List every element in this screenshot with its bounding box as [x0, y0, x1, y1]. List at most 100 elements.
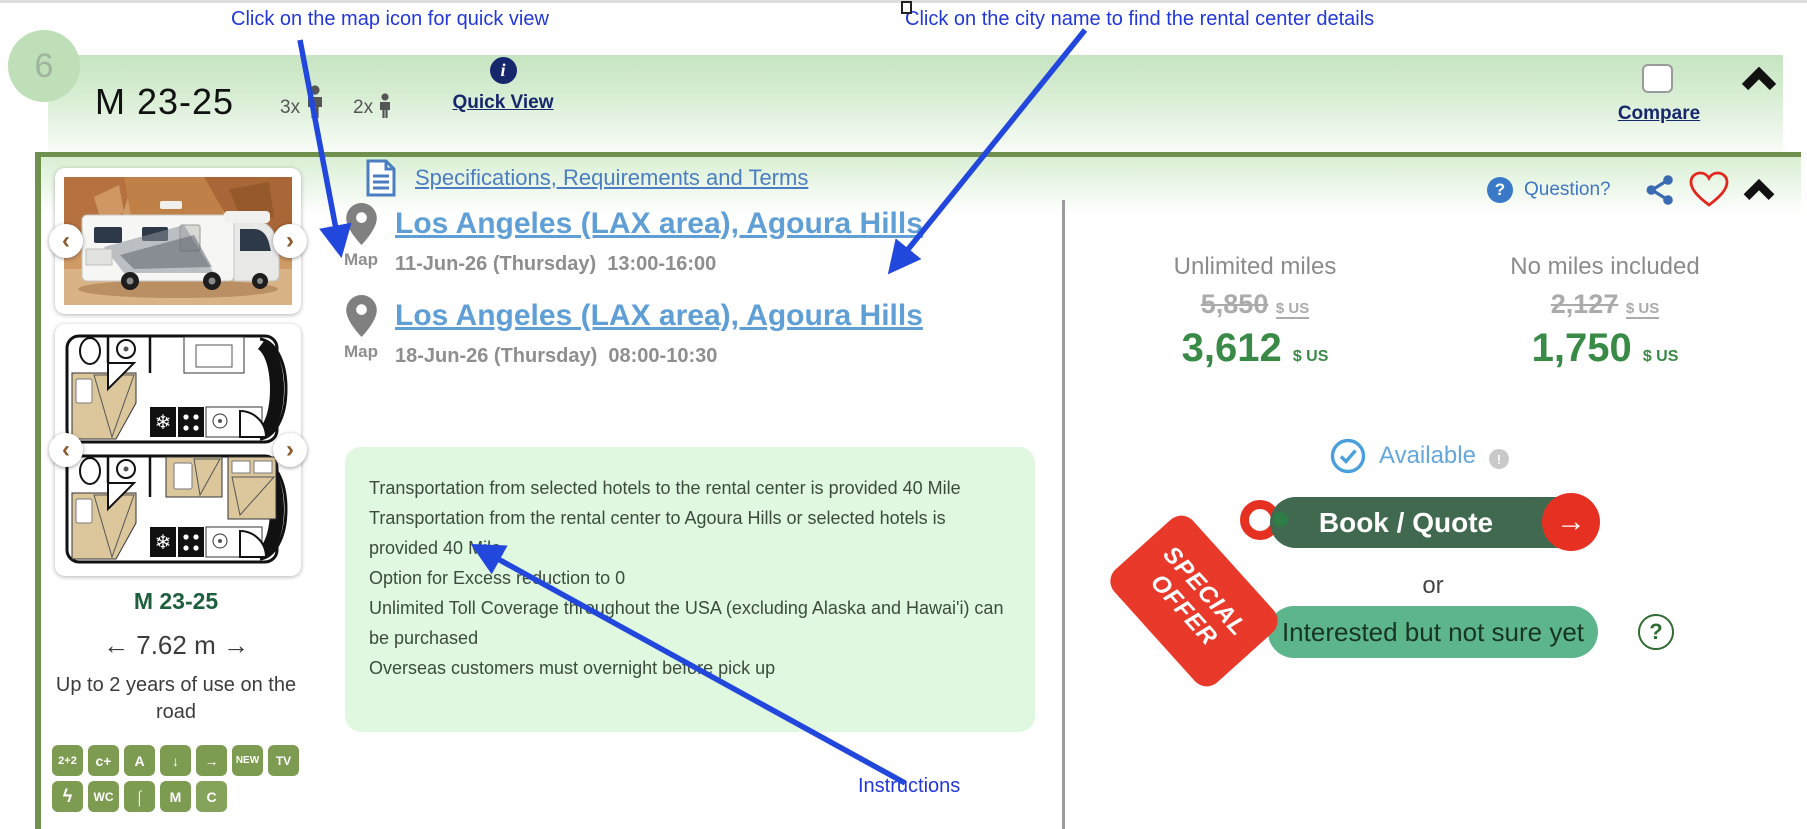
- interested-button[interactable]: Interested but not sure yet: [1268, 606, 1598, 658]
- favorite-heart-icon[interactable]: [1687, 170, 1731, 210]
- floorplan-day: ❄: [65, 334, 288, 444]
- offer-tag-pin-dot: [1273, 512, 1288, 527]
- column-divider: [1062, 200, 1065, 829]
- old-price-value: 5,850: [1200, 289, 1269, 319]
- current-price-currency: $ US: [1292, 348, 1329, 365]
- document-icon: [366, 159, 396, 197]
- photo-next-arrow[interactable]: ›: [273, 224, 307, 258]
- availability-info-icon[interactable]: !: [1488, 449, 1509, 469]
- question-link[interactable]: Question?: [1524, 179, 1611, 200]
- child-person-icon: [380, 93, 391, 118]
- info-icon[interactable]: i: [489, 57, 517, 84]
- quick-view-link[interactable]: Quick View: [452, 92, 554, 113]
- price-label: No miles included: [1510, 253, 1700, 280]
- model-name-label: M 23-25: [133, 588, 219, 614]
- dropoff-map-pin-icon[interactable]: [345, 295, 377, 337]
- model-m-icon: M: [160, 781, 191, 812]
- pickup-map-block[interactable]: Map: [343, 203, 379, 270]
- old-price: 2,127 $ US: [1430, 289, 1780, 320]
- new-vehicle-icon: NEW: [232, 745, 263, 776]
- awning-icon: A: [124, 745, 155, 776]
- price-grid: Unlimited miles 5,850 $ US 3,612 $ US No…: [1080, 253, 1780, 371]
- compare-checkbox[interactable]: [1642, 64, 1673, 93]
- floorplan-prev-arrow[interactable]: ‹: [49, 433, 83, 467]
- length-arrow-right-icon: →: [222, 630, 249, 660]
- vehicle-age-note: Up to 2 years of use on the road: [55, 674, 297, 723]
- note-line: Unlimited Toll Coverage throughout the U…: [369, 598, 1004, 648]
- dropoff-datetime: 18-Jun-26 (Thursday) 08:00-10:30: [395, 345, 718, 367]
- question-icon[interactable]: ?: [1487, 177, 1513, 203]
- tv-icon: TV: [268, 745, 299, 776]
- current-price-value: 1,750: [1531, 326, 1632, 370]
- pickup-map-pin-icon[interactable]: [345, 203, 377, 245]
- dropoff-map-label[interactable]: Map: [344, 342, 378, 361]
- book-arrow-icon: →: [1542, 493, 1600, 551]
- note-line: Option for Excess reduction to 0: [369, 568, 626, 588]
- old-price-currency: $ US: [1625, 300, 1660, 319]
- sleeps-2-plus-2-icon: 2+2: [52, 745, 83, 776]
- dropoff-map-block[interactable]: Map: [343, 295, 379, 362]
- current-price-value: 3,612: [1181, 326, 1282, 370]
- spec-link-row: Specifications, Requirements and Terms: [365, 158, 808, 198]
- svg-text:❄: ❄: [155, 412, 172, 434]
- children-count-label: 2x: [353, 97, 374, 118]
- floorplan-night: ❄: [65, 454, 288, 564]
- length-value: 7.62 m: [136, 630, 216, 660]
- shower-icon: ⌠: [124, 781, 155, 812]
- wc-icon: WC: [88, 781, 119, 812]
- card-collapse-chevron-icon[interactable]: [1742, 179, 1776, 201]
- class-c-icon: C: [196, 781, 227, 812]
- capacity-children: 2x: [353, 93, 393, 119]
- one-way-rental-icon: →: [196, 745, 227, 776]
- current-price: 1,750 $ US: [1430, 326, 1780, 371]
- card-actions-row: ? Question?: [1487, 170, 1776, 210]
- result-header: M 23-25 3x 2x i Quick View Compare: [48, 55, 1783, 152]
- vehicle-drop-off-icon: ↓: [160, 745, 191, 776]
- old-price: 5,850 $ US: [1080, 289, 1430, 320]
- feature-icons-row1: 2+2 c+ A ↓ → NEW TV: [52, 745, 299, 776]
- interested-help-icon[interactable]: ?: [1638, 614, 1674, 650]
- book-quote-label: Book / Quote: [1318, 506, 1494, 538]
- note-line: Overseas customers must overnight before…: [369, 658, 776, 678]
- availability-label: Available: [1379, 442, 1476, 469]
- quick-view-block[interactable]: i Quick View: [438, 57, 568, 114]
- old-price-currency: $ US: [1275, 300, 1310, 319]
- vehicle-photo-card: ‹ ›: [49, 168, 307, 314]
- pickup-map-label[interactable]: Map: [344, 250, 378, 269]
- pickup-location-link[interactable]: Los Angeles (LAX area), Agoura Hills: [395, 207, 923, 240]
- note-line: Transportation from the rental center to…: [369, 508, 946, 558]
- book-quote-button[interactable]: Book / Quote →: [1270, 493, 1600, 551]
- adult-person-icon: [308, 85, 323, 118]
- current-price-currency: $ US: [1642, 348, 1679, 365]
- compare-link[interactable]: Compare: [1617, 103, 1701, 124]
- collapse-chevron-icon[interactable]: [1740, 67, 1778, 91]
- feature-icons-row2: ϟ WC ⌠ M C: [52, 781, 227, 812]
- vehicle-photo: [64, 177, 292, 305]
- floorplan-next-arrow[interactable]: ›: [273, 433, 307, 467]
- map-hint-annotation: Click on the map icon for quick view: [231, 8, 549, 30]
- note-line: Transportation from selected hotels to t…: [369, 478, 961, 498]
- child-seat-icon: c+: [88, 745, 119, 776]
- or-label: or: [1422, 572, 1444, 599]
- city-hint-annotation: Click on the city name to find the renta…: [905, 8, 1375, 30]
- share-icon[interactable]: [1644, 174, 1676, 206]
- price-label: Unlimited miles: [1173, 253, 1337, 280]
- svg-text:❄: ❄: [155, 532, 172, 554]
- vehicle-model-title: M 23-25: [95, 81, 235, 122]
- dropoff-location-link[interactable]: Los Angeles (LAX area), Agoura Hills: [395, 299, 923, 332]
- old-price-value: 2,127: [1550, 289, 1619, 319]
- photo-prev-arrow[interactable]: ‹: [49, 224, 83, 258]
- stray-caret-box: [901, 1, 912, 14]
- available-check-icon: [1330, 438, 1366, 474]
- capacity-adults: 3x: [280, 85, 326, 119]
- length-arrow-left-icon: ←: [103, 630, 130, 660]
- floorplan-card: ❄ ❄: [49, 324, 307, 576]
- price-column-no-miles: No miles included 2,127 $ US 1,750 $ US: [1430, 253, 1780, 371]
- power-icon: ϟ: [52, 781, 83, 812]
- vehicle-length: ← 7.62 m →: [48, 630, 304, 661]
- instructions-annotation: Instructions: [858, 775, 961, 797]
- specifications-link[interactable]: Specifications, Requirements and Terms: [415, 165, 809, 190]
- price-column-unlimited: Unlimited miles 5,850 $ US 3,612 $ US: [1080, 253, 1430, 371]
- availability-row: Available !: [1330, 438, 1509, 474]
